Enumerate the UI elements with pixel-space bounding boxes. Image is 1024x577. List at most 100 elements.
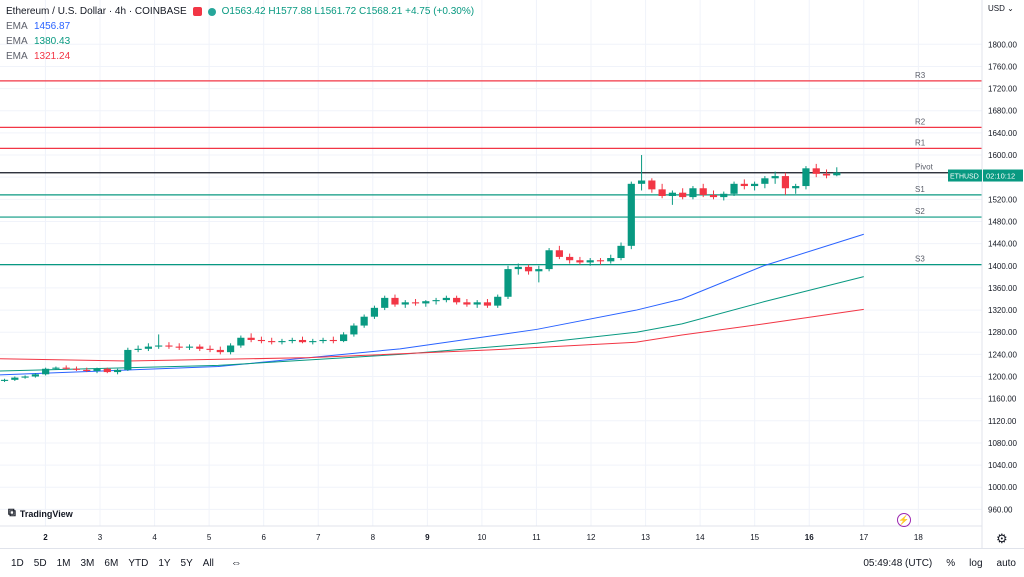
candle-body[interactable] [247, 337, 255, 340]
candle-body[interactable] [771, 176, 779, 179]
candle-body[interactable] [329, 339, 337, 342]
candle-body[interactable] [31, 374, 39, 377]
candle-body[interactable] [11, 377, 19, 380]
ema-label[interactable]: EMA [6, 51, 28, 62]
ema-line[interactable] [0, 276, 864, 372]
candle-body[interactable] [422, 301, 430, 304]
candle-body[interactable] [504, 269, 512, 297]
candle-body[interactable] [83, 369, 91, 371]
candle-body[interactable] [350, 325, 358, 335]
candle-body[interactable] [401, 302, 409, 305]
candle-body[interactable] [257, 339, 266, 342]
candle-body[interactable] [185, 346, 194, 348]
candle-body[interactable] [822, 173, 831, 176]
ema-label[interactable]: EMA [6, 21, 28, 32]
candle-body[interactable] [514, 266, 522, 270]
candle-body[interactable] [62, 367, 70, 369]
range-3m-button[interactable]: 3M [80, 557, 95, 569]
candle-body[interactable] [196, 346, 204, 349]
candle-body[interactable] [627, 183, 635, 246]
range-5d-button[interactable]: 5D [33, 557, 47, 569]
range-1y-button[interactable]: 1Y [158, 557, 171, 569]
symbol-title[interactable]: Ethereum / U.S. Dollar · 4h · COINBASE [6, 6, 187, 17]
candle-body[interactable] [52, 367, 60, 369]
candle-body[interactable] [833, 172, 841, 176]
candle-body[interactable] [761, 178, 769, 184]
ema-label[interactable]: EMA [6, 36, 28, 47]
candle-body[interactable] [494, 296, 502, 306]
candle-body[interactable] [720, 193, 728, 198]
candle-body[interactable] [309, 341, 317, 343]
candle-body[interactable] [566, 256, 574, 261]
currency-label[interactable]: USD ⌄ [988, 4, 1014, 13]
candle-body[interactable] [319, 339, 327, 342]
candle-body[interactable] [555, 250, 563, 257]
candle-body[interactable] [237, 337, 245, 346]
percent-toggle[interactable]: % [946, 557, 956, 569]
candle-body[interactable] [637, 180, 646, 184]
tradingview-logo[interactable]: ⧉ TradingView [8, 507, 73, 520]
candle-body[interactable] [391, 297, 399, 305]
candle-body[interactable] [226, 345, 235, 353]
flag-icon[interactable] [192, 7, 202, 16]
candle-body[interactable] [288, 339, 296, 342]
ema-line[interactable] [0, 308, 864, 362]
candle-body[interactable] [792, 186, 800, 189]
candle-body[interactable] [72, 368, 81, 370]
candle-body[interactable] [432, 300, 440, 302]
candle-body[interactable] [689, 188, 697, 198]
candle-body[interactable] [576, 260, 584, 263]
candle-body[interactable] [340, 334, 348, 342]
candle-body[interactable] [411, 302, 420, 304]
candle-body[interactable] [206, 348, 214, 350]
candle-body[interactable] [648, 180, 656, 190]
candle-body[interactable] [360, 316, 368, 326]
candle-body[interactable] [524, 266, 533, 272]
candle-body[interactable] [155, 345, 163, 347]
candle-body[interactable] [740, 183, 748, 187]
candle-body[interactable] [463, 302, 471, 305]
range-1d-button[interactable]: 1D [11, 557, 24, 569]
candle-body[interactable] [268, 341, 276, 343]
candle-body[interactable] [144, 346, 152, 349]
gear-icon[interactable]: ⚙ [996, 531, 1008, 546]
candle-body[interactable] [679, 192, 687, 198]
candle-body[interactable] [781, 176, 790, 189]
auto-toggle[interactable]: auto [996, 557, 1016, 569]
candle-body[interactable] [278, 341, 286, 343]
date-range-icon[interactable]: ⇔ [230, 557, 242, 569]
range-5y-button[interactable]: 5Y [180, 557, 193, 569]
candle-body[interactable] [596, 260, 605, 262]
candle-body[interactable] [134, 348, 142, 350]
lightning-icon[interactable]: ⚡ [897, 513, 911, 527]
candle-body[interactable] [298, 339, 307, 343]
candle-body[interactable] [175, 346, 183, 348]
candle-body[interactable] [21, 376, 29, 378]
candle-body[interactable] [658, 189, 666, 197]
candle-body[interactable] [730, 183, 738, 194]
candle-body[interactable] [381, 297, 389, 308]
candle-body[interactable] [617, 245, 625, 259]
candle-body[interactable] [802, 168, 810, 187]
candle-body[interactable] [812, 168, 820, 174]
candle-body[interactable] [453, 297, 461, 303]
candle-body[interactable] [483, 302, 492, 306]
candle-body[interactable] [699, 188, 707, 195]
candle-body[interactable] [93, 368, 101, 371]
range-1m-button[interactable]: 1M [56, 557, 71, 569]
candle-body[interactable] [216, 349, 224, 353]
candle-body[interactable] [165, 345, 173, 347]
candle-body[interactable] [0, 379, 9, 381]
candle-body[interactable] [113, 369, 122, 373]
candle-body[interactable] [473, 302, 481, 305]
candle-body[interactable] [370, 307, 379, 317]
candle-body[interactable] [124, 349, 132, 370]
candle-body[interactable] [750, 183, 759, 187]
candle-body[interactable] [42, 368, 50, 375]
candle-body[interactable] [668, 192, 676, 197]
range-6m-button[interactable]: 6M [104, 557, 119, 569]
range-ytd-button[interactable]: YTD [128, 557, 149, 569]
range-all-button[interactable]: All [202, 557, 214, 569]
candle-body[interactable] [586, 260, 594, 263]
